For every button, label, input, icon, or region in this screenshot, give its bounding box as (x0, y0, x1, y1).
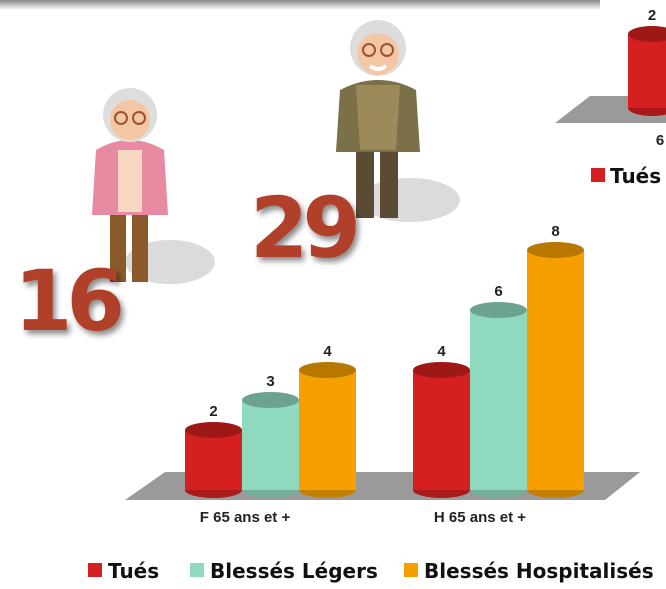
value-label: 3 (266, 373, 274, 390)
bar (185, 430, 242, 490)
value-label: 2 (648, 7, 656, 24)
value-label: 4 (437, 343, 446, 360)
legend-swatch (190, 563, 204, 577)
legend-swatch (404, 563, 418, 577)
cylinder-top (242, 392, 299, 408)
count-men: 29 (250, 179, 356, 277)
legend-label: Tués (610, 164, 661, 188)
legend-label: Blessés Hospitalisés (424, 559, 654, 583)
legend-label: Blessés Légers (210, 559, 378, 583)
legend-label: Tués (108, 559, 159, 583)
bar (628, 34, 666, 108)
x-tick-label: 6 (656, 132, 664, 149)
value-label: 6 (494, 283, 502, 300)
bar (242, 400, 299, 490)
cylinder-top (413, 362, 470, 378)
cylinder-top (299, 362, 356, 378)
cylinder-top (527, 242, 584, 258)
bar (413, 370, 470, 490)
legend-swatch (88, 563, 102, 577)
x-tick-label: H 65 ans et + (434, 509, 526, 526)
value-label: 2 (209, 403, 217, 420)
legend-swatch (591, 168, 605, 182)
count-women: 16 (14, 252, 120, 350)
banner-shadow (0, 0, 600, 10)
cylinder-top (185, 422, 242, 438)
value-label: 4 (323, 343, 332, 360)
infographic: 16 29 F 65 ans et + 2 3 4 H 65 ans et + 4 6 8 Tu… (0, 0, 666, 589)
x-tick-label: F 65 ans et + (200, 509, 291, 526)
value-label: 8 (551, 223, 559, 240)
bar (470, 310, 527, 490)
bar (527, 250, 584, 490)
cylinder-top (470, 302, 527, 318)
bar (299, 370, 356, 490)
